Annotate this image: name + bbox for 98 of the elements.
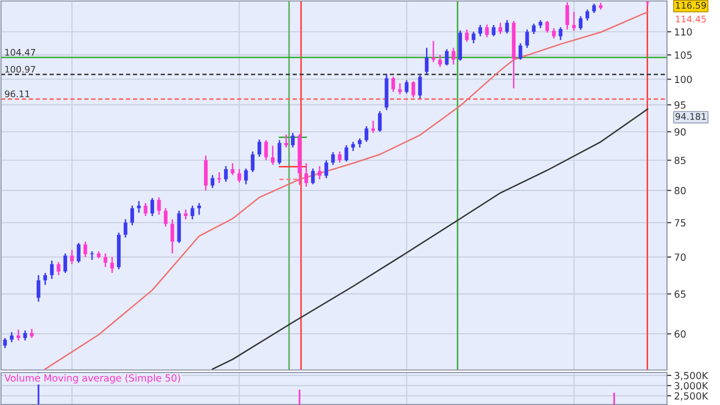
text: 116.59 — [676, 2, 706, 9]
y-tick-label: 80 — [674, 186, 686, 194]
candlestick — [465, 28, 469, 43]
candlestick — [36, 274, 40, 302]
candlestick — [217, 171, 222, 184]
candlestick — [418, 74, 422, 100]
candlestick — [492, 24, 496, 37]
y-tick-label: 100 — [675, 76, 692, 84]
candlestick — [411, 80, 416, 98]
candlestick — [438, 54, 442, 68]
line-series — [44, 11, 648, 370]
y-tick-label: 2,500K — [674, 392, 708, 401]
chart-title: Volume Moving average (Simple 50) — [4, 374, 180, 384]
candlestick — [70, 249, 74, 265]
candlestick — [144, 202, 148, 217]
candlestick — [184, 208, 188, 220]
candlestick — [344, 144, 348, 162]
candlestick — [190, 204, 194, 220]
candlestick — [592, 2, 596, 14]
text: 94.181 — [676, 113, 706, 120]
y-tick-label: 3,000K — [674, 382, 708, 390]
candlestick — [485, 24, 489, 38]
candlestick — [565, 2, 570, 30]
candlestick — [104, 252, 108, 268]
candlestick — [532, 22, 536, 35]
candlestick — [525, 28, 529, 49]
candlestick — [545, 20, 550, 34]
candlestick — [505, 19, 509, 34]
candlestick — [56, 261, 60, 276]
y-tick-label: 85 — [674, 156, 686, 164]
candlestick — [578, 15, 582, 31]
y-tick-label: 65 — [674, 290, 686, 298]
candlestick — [452, 47, 456, 66]
ref-line-label: 96.11 — [4, 90, 30, 98]
candlestick — [10, 331, 14, 343]
candlestick — [270, 145, 275, 166]
candlestick — [250, 150, 255, 173]
candlestick — [210, 174, 214, 189]
ref-line-label: 100.97 — [5, 66, 36, 73]
candlestick — [498, 22, 502, 35]
candlestick — [404, 80, 408, 94]
candlestick — [290, 132, 295, 148]
ref-line-label: 104.47 — [5, 48, 36, 56]
candlestick — [30, 328, 34, 339]
candlestick — [358, 138, 362, 148]
y-tick-label: 90 — [674, 128, 686, 136]
candlestick — [331, 151, 335, 166]
candlestick — [338, 150, 342, 164]
candlestick — [324, 160, 328, 179]
candlestick — [552, 27, 556, 40]
candlestick — [278, 139, 282, 166]
line-series — [212, 108, 648, 370]
candlestick — [130, 204, 134, 226]
candlestick — [63, 252, 68, 274]
candlestick — [351, 141, 355, 152]
y-tick-label: 105 — [675, 51, 692, 59]
candlestick — [170, 218, 174, 254]
candlestick — [258, 138, 262, 158]
candlestick — [391, 76, 396, 93]
y-tick-label: 75 — [674, 219, 686, 226]
candlestick — [197, 202, 201, 216]
candlestick — [124, 218, 128, 238]
y-tick-label: 110 — [675, 28, 692, 36]
candlestick — [398, 82, 402, 96]
y-tick-label: 3,500K — [674, 372, 708, 380]
candlestick — [558, 26, 562, 41]
candlestick — [478, 24, 482, 37]
candlestick — [224, 165, 228, 183]
candlestick — [424, 47, 429, 75]
candlestick — [264, 139, 268, 161]
candlestick — [364, 126, 368, 143]
candlestick — [572, 11, 576, 32]
candlestick — [444, 48, 449, 66]
candlestick — [586, 8, 590, 22]
candlestick — [304, 162, 308, 188]
candlestick — [50, 260, 54, 280]
candlestick — [83, 240, 88, 258]
y-tick-label: 60 — [674, 330, 686, 338]
candlestick — [230, 162, 234, 176]
candlestick — [237, 168, 242, 184]
candlestick — [244, 168, 248, 185]
candlestick — [3, 337, 7, 349]
candlestick — [472, 31, 476, 44]
y-tick-label: 70 — [674, 253, 686, 261]
candlestick — [23, 330, 27, 342]
candlestick — [164, 208, 168, 228]
candlestick — [311, 168, 315, 185]
candlestick — [157, 196, 161, 216]
candlestick — [16, 329, 20, 342]
y-tick-label: 95 — [674, 101, 686, 109]
candlestick — [150, 197, 154, 217]
candlestick — [110, 256, 114, 274]
candlestick — [43, 272, 48, 286]
candlestick — [378, 110, 382, 132]
candlestick — [518, 42, 522, 60]
candlestick — [76, 242, 80, 264]
candlestick — [137, 200, 141, 214]
text: 114.45 — [676, 16, 706, 22]
